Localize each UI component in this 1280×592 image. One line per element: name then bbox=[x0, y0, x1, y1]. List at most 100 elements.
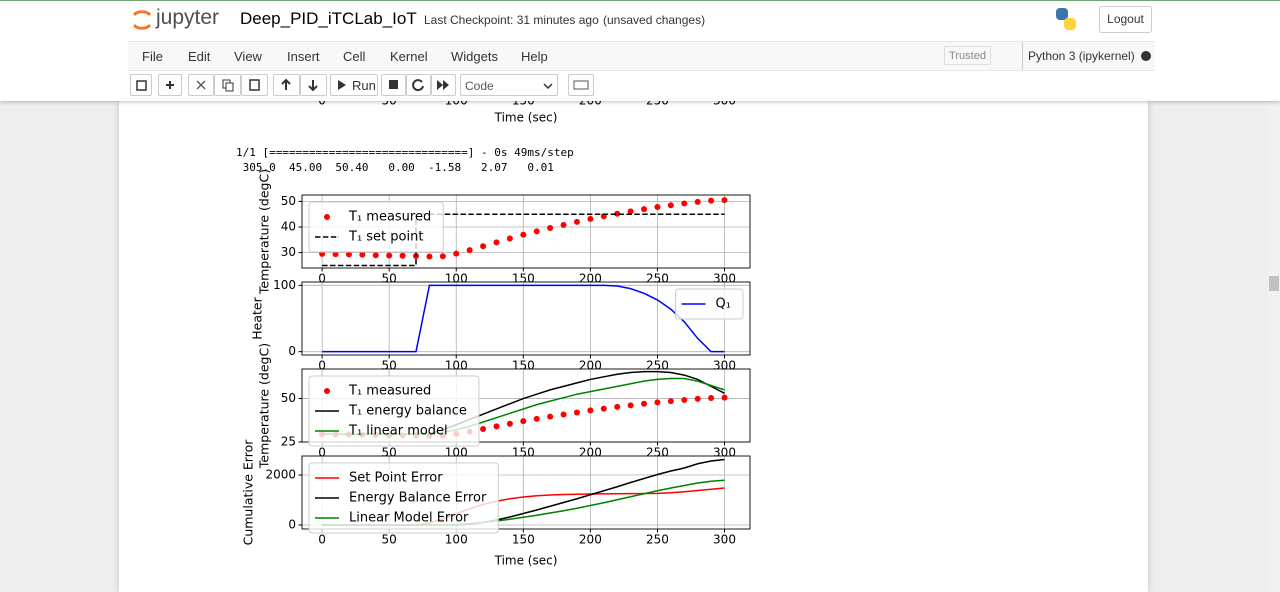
trusted-indicator[interactable]: Trusted bbox=[944, 46, 991, 65]
x-tick-label: 200 bbox=[579, 100, 602, 108]
legend-marker bbox=[324, 388, 330, 394]
legend-box bbox=[308, 462, 499, 534]
unsaved-status: (unsaved changes) bbox=[603, 13, 706, 27]
data-point bbox=[506, 235, 513, 242]
data-point bbox=[694, 198, 701, 205]
logo-text[interactable]: jupyter bbox=[156, 6, 220, 29]
x-tick-label: 100 bbox=[445, 100, 468, 108]
data-point bbox=[667, 398, 674, 405]
y-tick-label: 0 bbox=[288, 344, 296, 358]
copy-button[interactable] bbox=[214, 74, 241, 96]
data-point bbox=[654, 204, 661, 211]
data-point bbox=[614, 210, 621, 217]
python-logo bbox=[1056, 8, 1076, 30]
cell-output: 0 50 100 150 200 250 300 Time (sec) 1/1 [=======… bbox=[236, 100, 751, 568]
insert-cell-button[interactable] bbox=[158, 74, 182, 96]
data-point bbox=[708, 395, 715, 402]
save-button[interactable] bbox=[130, 74, 152, 96]
log-line: 1/1 [==============================] - 0… bbox=[236, 146, 574, 159]
legend: Set Point Error Energy Balance Error Linea… bbox=[308, 462, 499, 534]
menu-item[interactable]: File bbox=[142, 49, 163, 64]
data-point bbox=[386, 252, 393, 259]
plot-area bbox=[319, 197, 728, 267]
notebook-name[interactable]: Deep_PID_iTCLab_IoT bbox=[240, 9, 417, 28]
logout-button[interactable]: Logout bbox=[1099, 6, 1152, 33]
paste-button[interactable] bbox=[241, 74, 268, 96]
legend-label: Set Point Error bbox=[349, 471, 443, 486]
x-axis-label: Time (sec) bbox=[494, 554, 558, 568]
legend-label: Q₁ bbox=[716, 297, 731, 312]
menu-item[interactable]: Help bbox=[521, 49, 548, 64]
data-point bbox=[506, 420, 513, 427]
x-tick-label: 50 bbox=[382, 533, 397, 547]
y-tick-label: 0 bbox=[288, 518, 296, 532]
legend-label: Energy Balance Error bbox=[349, 491, 487, 506]
data-point bbox=[345, 251, 352, 258]
cut-button[interactable] bbox=[188, 74, 214, 96]
legend: Q₁ bbox=[675, 288, 744, 320]
menu-item[interactable]: View bbox=[234, 49, 262, 64]
legend-marker bbox=[324, 214, 330, 220]
series-line bbox=[322, 213, 725, 267]
axes-frame bbox=[301, 281, 751, 356]
x-tick-label: 150 bbox=[512, 533, 535, 547]
y-tick-label: 50 bbox=[281, 391, 296, 405]
data-point bbox=[493, 239, 500, 246]
data-point bbox=[359, 251, 366, 258]
menu-item[interactable]: Insert bbox=[287, 49, 320, 64]
legend-label: Linear Model Error bbox=[349, 511, 469, 526]
command-palette-button[interactable] bbox=[568, 74, 594, 96]
move-down-button[interactable] bbox=[300, 74, 327, 96]
move-up-button[interactable] bbox=[273, 74, 300, 96]
data-point bbox=[466, 247, 473, 254]
menu-item[interactable]: Kernel bbox=[390, 49, 428, 64]
run-button[interactable]: Run bbox=[330, 74, 378, 96]
data-point bbox=[439, 253, 446, 260]
kernel-name: Python 3 (ipykernel) bbox=[1028, 49, 1135, 63]
data-point bbox=[560, 411, 567, 418]
axes-frame bbox=[301, 194, 751, 269]
kernel-indicator bbox=[1141, 51, 1151, 61]
y-axis-label: Cumulative Error bbox=[241, 439, 256, 546]
scrollbar[interactable] bbox=[1268, 100, 1280, 592]
restart-button[interactable] bbox=[406, 74, 431, 96]
jupyter-logo-icon bbox=[132, 10, 152, 30]
y-tick-label: 50 bbox=[281, 194, 296, 208]
x-tick-label: 0 bbox=[318, 446, 326, 460]
data-point bbox=[708, 197, 715, 204]
data-point bbox=[681, 396, 688, 403]
x-tick-label: 300 bbox=[713, 100, 736, 108]
x-tick-label: 50 bbox=[382, 100, 397, 108]
cell-type-select[interactable]: Code bbox=[460, 74, 558, 96]
legend-label: T₁ linear model bbox=[348, 424, 448, 439]
data-point bbox=[573, 218, 580, 225]
header: jupyter Deep_PID_iTCLab_IoT Last Checkpo… bbox=[0, 0, 1280, 101]
x-tick-label: 250 bbox=[646, 533, 669, 547]
data-point bbox=[681, 200, 688, 207]
restart-run-all-button[interactable] bbox=[431, 74, 456, 96]
y-axis-label: Temperature (degC) bbox=[257, 343, 272, 469]
x-tick-label: 0 bbox=[318, 100, 326, 108]
y-axis-label: Temperature (degC) bbox=[257, 169, 272, 295]
log-line: 305.0 45.00 50.40 0.00 -1.58 2.07 0.01 bbox=[236, 161, 554, 174]
legend-label: T₁ energy balance bbox=[348, 404, 467, 419]
menu-item[interactable]: Edit bbox=[188, 49, 211, 64]
data-point bbox=[587, 407, 594, 414]
data-point bbox=[560, 221, 567, 228]
data-point bbox=[641, 206, 648, 213]
menu-item[interactable]: Cell bbox=[343, 49, 366, 64]
data-point bbox=[547, 225, 554, 232]
legend: T₁ measured T₁ energy balance T₁ linear mo… bbox=[308, 375, 480, 447]
menu-item[interactable]: Widgets bbox=[451, 49, 498, 64]
y-tick-label: 2000 bbox=[265, 468, 296, 482]
legend-label: T₁ measured bbox=[348, 210, 431, 225]
data-point bbox=[547, 413, 554, 420]
data-point bbox=[641, 400, 648, 407]
cell-type-value: Code bbox=[465, 79, 494, 93]
x-tick-label: 100 bbox=[445, 533, 468, 547]
data-point bbox=[573, 409, 580, 416]
data-point bbox=[426, 253, 433, 260]
legend-box bbox=[675, 288, 744, 320]
data-point bbox=[627, 208, 634, 215]
stop-button[interactable] bbox=[381, 74, 406, 96]
